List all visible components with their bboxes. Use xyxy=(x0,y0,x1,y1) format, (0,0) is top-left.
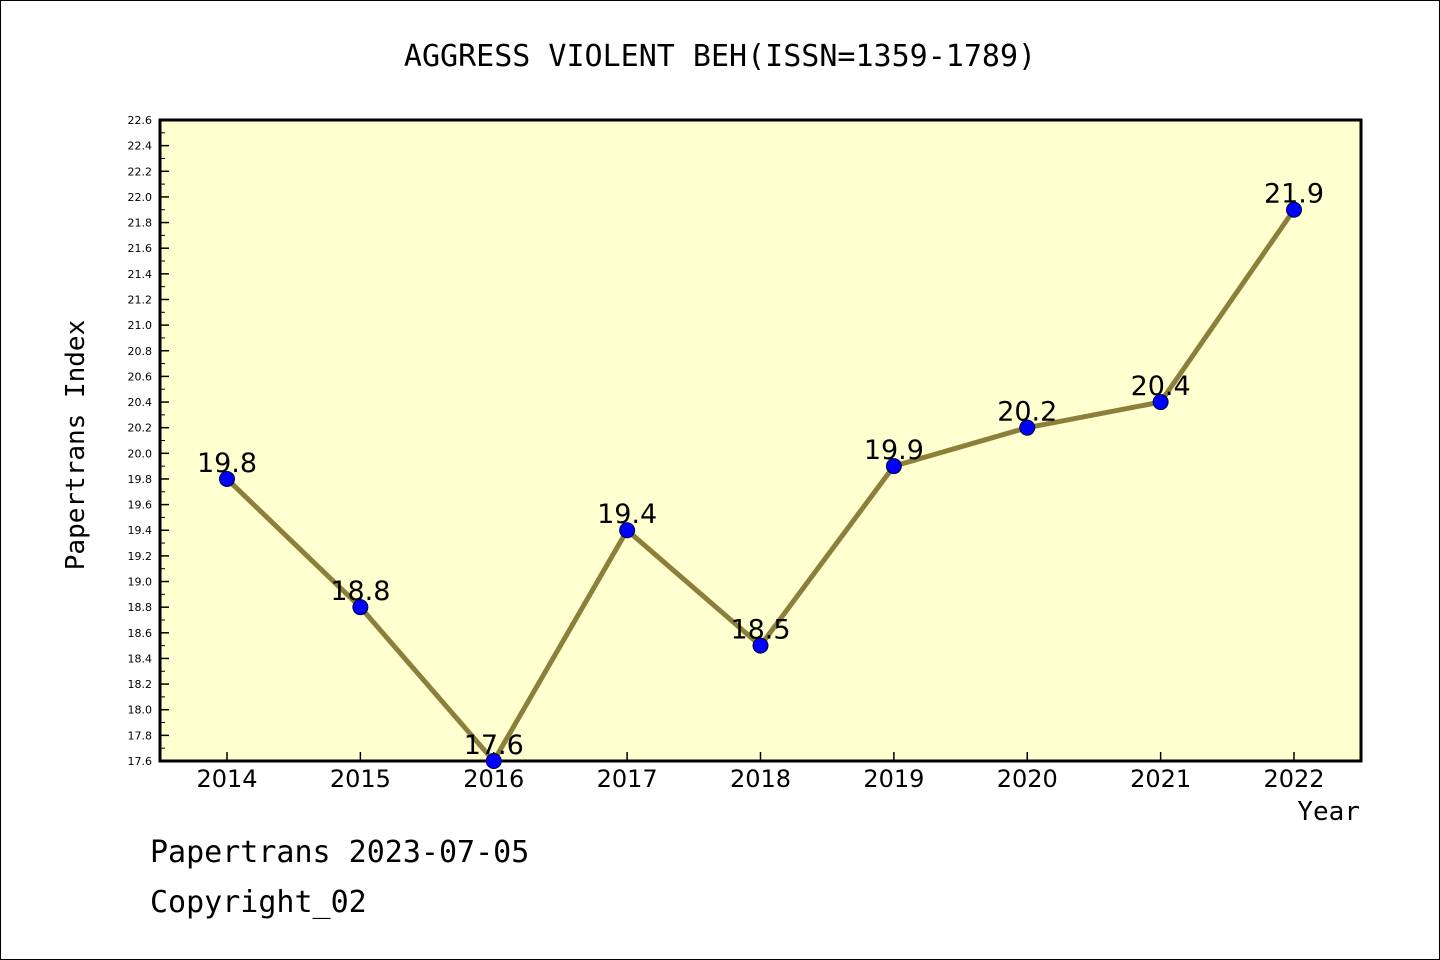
y-tick-label: 21.2 xyxy=(128,293,153,306)
plot-area xyxy=(158,118,1363,763)
x-tick-label: 2015 xyxy=(330,765,391,793)
y-tick-label: 19.6 xyxy=(128,499,153,512)
y-tick-label: 22.6 xyxy=(128,114,153,127)
y-tick-label: 21.6 xyxy=(128,242,153,255)
footer-date-text: Papertrans 2023-07-05 xyxy=(150,835,530,870)
x-tick-label: 2017 xyxy=(597,765,658,793)
y-tick-label: 20.6 xyxy=(128,370,153,383)
data-point-marker xyxy=(352,599,369,616)
y-axis-label: Papertrans Index xyxy=(61,320,91,570)
data-label: 20.2 xyxy=(997,397,1057,428)
x-axis-label: Year xyxy=(1297,797,1360,827)
data-point-marker xyxy=(619,522,636,539)
data-point-marker xyxy=(752,637,769,654)
y-tick-label: 20.2 xyxy=(128,422,153,435)
data-label: 17.6 xyxy=(464,730,524,761)
chart-title: AGGRESS VIOLENT BEH(ISSN=1359-1789) xyxy=(404,39,1036,74)
data-point-marker xyxy=(219,470,235,487)
data-label: 21.9 xyxy=(1264,179,1324,210)
data-point-marker xyxy=(1019,419,1036,436)
data-point-marker xyxy=(1152,394,1169,411)
x-tick-label: 2016 xyxy=(463,765,524,793)
x-tick-label: 2014 xyxy=(196,765,257,793)
y-tick-label: 18.2 xyxy=(128,678,153,691)
x-axis: 2014 2015 2016 2017 2018 2019 2020 2021 2022 xyxy=(196,752,1325,793)
data-labels: 19.8 18.8 17.6 19.4 18.5 19.9 20.2 20.4 21.9 xyxy=(197,179,1324,761)
footer-copyright-text: Copyright_02 xyxy=(150,885,367,920)
data-label: 18.8 xyxy=(330,576,390,607)
x-tick-label: 2022 xyxy=(1263,765,1324,793)
y-tick-label: 22.0 xyxy=(128,191,153,204)
y-tick-label: 21.8 xyxy=(128,217,153,230)
data-label: 19.8 xyxy=(197,448,257,479)
data-point-marker xyxy=(485,753,502,769)
data-label: 20.4 xyxy=(1131,371,1191,402)
y-tick-label: 19.8 xyxy=(128,473,153,486)
x-tick-label: 2019 xyxy=(863,765,924,793)
data-label: 19.9 xyxy=(864,435,924,466)
y-tick-label: 18.0 xyxy=(128,704,153,717)
y-tick-label: 19.4 xyxy=(128,524,153,537)
y-tick-label: 18.4 xyxy=(128,652,153,665)
y-axis: 17.6 17.8 18.0 18.2 18.4 18.6 18.8 19.0 19.2 19.4… xyxy=(128,114,169,768)
data-markers xyxy=(219,201,1302,769)
y-tick-label: 18.8 xyxy=(128,601,153,614)
data-label: 19.4 xyxy=(597,499,657,530)
y-tick-label: 20.8 xyxy=(128,345,153,358)
y-tick-label: 20.0 xyxy=(128,447,153,460)
y-tick-label: 17.6 xyxy=(128,755,153,768)
y-tick-label: 21.0 xyxy=(128,319,153,332)
y-tick-label: 17.8 xyxy=(128,729,153,742)
y-tick-label: 20.4 xyxy=(128,396,153,409)
y-tick-label: 19.0 xyxy=(128,576,153,589)
y-tick-label: 19.2 xyxy=(128,550,153,563)
x-tick-label: 2018 xyxy=(730,765,791,793)
y-tick-label: 18.6 xyxy=(128,627,153,640)
y-tick-label: 22.4 xyxy=(128,140,153,153)
data-label: 18.5 xyxy=(730,615,790,646)
x-tick-label: 2021 xyxy=(1130,765,1191,793)
data-point-marker xyxy=(1286,201,1302,218)
data-point-marker xyxy=(885,458,902,475)
y-tick-label: 21.4 xyxy=(128,268,153,281)
x-tick-label: 2020 xyxy=(997,765,1058,793)
y-tick-label: 22.2 xyxy=(128,165,153,178)
